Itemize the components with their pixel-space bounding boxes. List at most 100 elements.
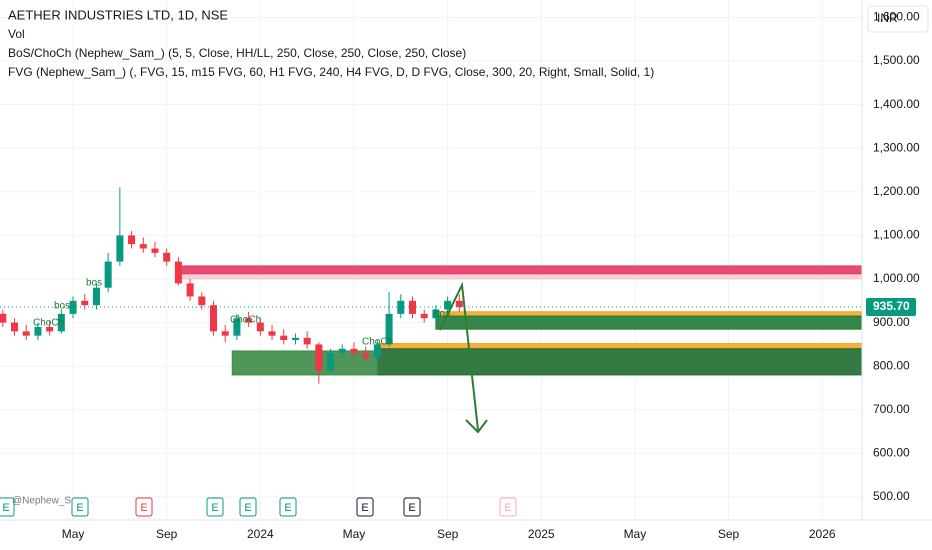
event-label: E: [244, 502, 251, 514]
candle-body: [11, 322, 19, 332]
y-tick-label: 1,200.00: [873, 184, 920, 198]
candle-body: [221, 331, 229, 336]
indicator: BoS/ChoCh (Nephew_Sam_) (5, 5, Close, HH…: [8, 46, 466, 60]
event-badge: [206, 497, 224, 517]
event-label: E: [2, 502, 9, 514]
candle-body: [163, 252, 171, 262]
candle-body: [57, 313, 65, 332]
fvg-zone: [435, 311, 863, 317]
y-tick-label: 600.00: [873, 446, 910, 460]
candle-body: [151, 248, 159, 253]
event-label: E: [408, 502, 415, 514]
structure-label: ChoCh: [230, 315, 261, 326]
candle-body: [350, 348, 358, 354]
candle-body: [116, 235, 124, 262]
candle-body: [455, 300, 463, 308]
y-tick-label: 900.00: [873, 315, 910, 329]
y-tick-label: 500.00: [873, 489, 910, 503]
watermark: @Nephew_S: [12, 496, 71, 507]
candle-body: [420, 313, 428, 319]
event-badge: [71, 497, 89, 517]
candle-body: [233, 318, 241, 336]
candle-body: [81, 300, 89, 306]
fvg-zone: [376, 343, 863, 350]
y-tick-label: 700.00: [873, 402, 910, 416]
event-label: E: [504, 502, 511, 514]
x-tick-label: May: [624, 527, 647, 541]
candle-body: [444, 300, 452, 310]
fvg-zone: [177, 273, 863, 280]
candle-body: [34, 326, 42, 336]
currency-box[interactable]: [867, 5, 929, 33]
structure-label: bos: [54, 301, 70, 312]
fvg-zone: [177, 265, 863, 275]
candle-body: [268, 331, 276, 336]
arrow-head: [465, 419, 488, 434]
x-tick-label: 2024: [247, 527, 274, 541]
event-badge: [403, 497, 421, 517]
structure-label: ChoCh: [33, 318, 64, 329]
candle-body: [92, 287, 100, 306]
event-badge: [356, 497, 374, 517]
candle-body: [22, 331, 30, 336]
candle-body: [373, 344, 381, 358]
event-badge: [135, 497, 153, 517]
fvg-zone: [435, 315, 863, 330]
y-tick-label: 1,000.00: [873, 271, 920, 285]
structure-label: ChoCh: [362, 337, 393, 348]
structure-label: bos: [434, 309, 450, 320]
x-tick-label: Sep: [437, 527, 459, 541]
candle-body: [104, 261, 112, 288]
y-tick-label: 1,100.00: [873, 228, 920, 242]
x-tick-label: May: [343, 527, 366, 541]
currency[interactable]: INR: [877, 11, 898, 25]
candle-body: [280, 335, 288, 341]
indicator: Vol: [8, 27, 25, 41]
projection-arrow: [439, 281, 479, 431]
event-badge: [279, 497, 297, 517]
x-tick-label: 2025: [528, 527, 555, 541]
y-tick-label: 1,600.00: [873, 10, 920, 24]
candle-body: [174, 261, 182, 284]
candle-body: [327, 353, 335, 371]
candle-body: [385, 313, 393, 345]
event-label: E: [140, 502, 147, 514]
event-label: E: [361, 502, 368, 514]
x-tick-label: May: [62, 527, 85, 541]
y-tick-label: 800.00: [873, 358, 910, 372]
event-badge: [499, 497, 517, 517]
y-tick-label: 1,500.00: [873, 53, 920, 67]
candle-body: [303, 337, 311, 345]
indicator: FVG (Nephew_Sam_) (, FVG, 15, m15 FVG, 6…: [8, 65, 654, 79]
event-label: E: [76, 502, 83, 514]
candle-body: [186, 283, 194, 297]
x-tick-label: Sep: [156, 527, 178, 541]
y-tick-label: 1,400.00: [873, 97, 920, 111]
structure-label: bos: [86, 278, 102, 289]
event-badge: [0, 497, 15, 517]
candle-body: [128, 235, 136, 245]
candle-body: [245, 318, 253, 323]
y-tick-label: 1,300.00: [873, 140, 920, 154]
candle-body: [315, 344, 323, 371]
x-tick-label: Sep: [718, 527, 740, 541]
candle-body: [338, 348, 346, 354]
fvg-zone: [231, 350, 378, 376]
last-price-label: 935.70: [873, 299, 910, 313]
candle-body: [69, 300, 77, 314]
candle-body: [46, 326, 54, 332]
x-tick-label: 2026: [809, 527, 836, 541]
fvg-zone: [376, 348, 863, 376]
candle-body: [139, 244, 147, 249]
candle-body: [256, 322, 264, 332]
candle-body: [209, 305, 218, 332]
chart-title: AETHER INDUSTRIES LTD, 1D, NSE: [8, 7, 228, 22]
event-label: E: [284, 502, 291, 514]
candle-body: [432, 309, 440, 319]
candle-body: [0, 313, 7, 323]
last-price-box: [866, 298, 916, 317]
candle-body: [362, 353, 370, 358]
candle-body: [291, 337, 299, 341]
event-label: E: [211, 502, 218, 514]
